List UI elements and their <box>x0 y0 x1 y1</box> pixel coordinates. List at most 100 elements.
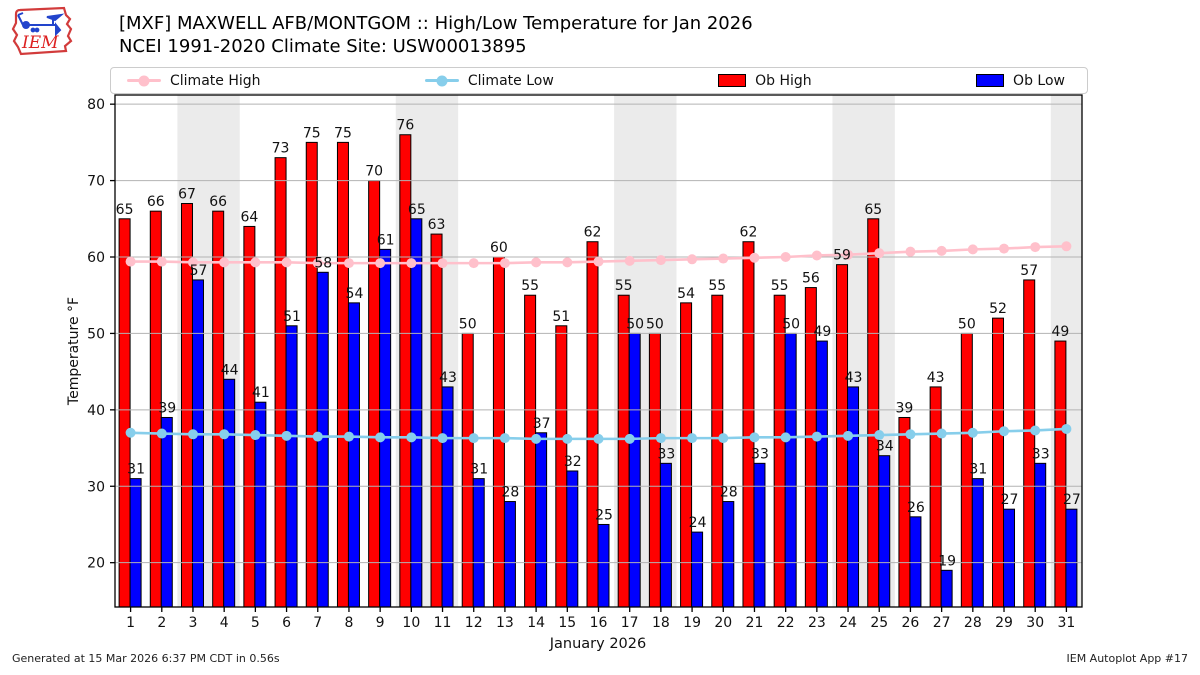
climate-high-marker <box>375 258 386 269</box>
ob-high-bar <box>524 294 537 608</box>
climate-high-marker <box>437 258 448 269</box>
climate-low-marker <box>343 431 354 442</box>
ob-low-bar <box>1065 508 1078 608</box>
ob-low-bar <box>971 478 984 608</box>
x-tick-label: 27 <box>933 615 951 631</box>
x-tick-label: 12 <box>465 615 483 631</box>
x-tick-label: 21 <box>746 615 764 631</box>
climate-low-marker <box>999 426 1010 437</box>
x-tick-label: 19 <box>683 615 701 631</box>
ob-low-bar <box>784 332 797 608</box>
ob-high-bar <box>336 141 349 608</box>
ob-low-value-label: 54 <box>346 286 364 302</box>
ob-high-value-label: 65 <box>116 202 134 218</box>
ob-low-bar <box>503 501 516 608</box>
ob-high-value-label: 49 <box>1051 324 1069 340</box>
ob-high-bar <box>305 141 318 608</box>
iem-logo: IEM <box>11 6 73 56</box>
ob-low-value-label: 27 <box>1063 492 1081 508</box>
app-credit: IEM Autoplot App #17 <box>1066 652 1189 665</box>
ob-low-value-label: 28 <box>720 485 738 501</box>
x-tick-label: 14 <box>527 615 545 631</box>
climate-low-marker <box>593 433 604 444</box>
ob-high-value-label: 55 <box>771 278 789 294</box>
ob-low-bar <box>223 378 236 608</box>
legend-label-ob-low: Ob Low <box>1013 72 1065 89</box>
ob-high-value-label: 57 <box>1020 263 1038 279</box>
climate-high-marker <box>687 254 698 265</box>
climate-high-line-icon <box>127 75 161 86</box>
climate-low-marker <box>219 429 230 440</box>
ob-low-value-label: 58 <box>314 255 332 271</box>
ob-high-value-label: 50 <box>459 316 477 332</box>
ob-high-bar <box>212 210 225 608</box>
climate-low-marker <box>406 432 417 443</box>
ob-high-value-label: 50 <box>958 316 976 332</box>
ob-high-value-label: 63 <box>428 217 446 233</box>
climate-low-marker <box>468 433 479 444</box>
ob-low-bar <box>160 416 173 608</box>
legend-item-climate-high: Climate High <box>127 73 261 89</box>
climate-low-marker <box>1061 423 1072 434</box>
climate-low-line-icon <box>424 75 459 86</box>
ob-high-value-label: 54 <box>677 286 695 302</box>
x-tick-label: 2 <box>157 615 166 631</box>
climate-high-marker <box>780 252 791 263</box>
x-tick-label: 3 <box>189 615 198 631</box>
ob-high-value-label: 59 <box>833 248 851 264</box>
ob-high-bar <box>430 233 443 608</box>
x-tick-label: 25 <box>870 615 888 631</box>
x-tick-label: 9 <box>376 615 385 631</box>
x-tick-label: 29 <box>995 615 1013 631</box>
climate-low-marker <box>905 429 916 440</box>
climate-high-marker <box>905 246 916 257</box>
climate-low-marker <box>437 433 448 444</box>
ob-high-value-label: 56 <box>802 271 820 287</box>
ob-low-value-label: 31 <box>470 462 488 478</box>
climate-high-marker <box>531 257 542 268</box>
ob-low-value-label: 50 <box>782 316 800 332</box>
ob-low-bar <box>129 478 142 608</box>
climate-high-marker <box>156 256 167 267</box>
climate-high-marker <box>718 253 729 264</box>
climate-high-marker <box>281 257 292 268</box>
climate-high-marker <box>999 243 1010 254</box>
ob-low-value-label: 61 <box>377 232 395 248</box>
climate-high-marker <box>125 256 136 267</box>
ob-low-bar <box>847 386 860 608</box>
ob-high-value-label: 73 <box>272 141 290 157</box>
ob-high-bar <box>711 294 724 608</box>
x-tick-label: 7 <box>313 615 322 631</box>
ob-high-value-label: 62 <box>740 225 758 241</box>
climate-low-marker <box>967 427 978 438</box>
ob-low-bar <box>410 218 423 608</box>
x-tick-label: 24 <box>839 615 857 631</box>
climate-low-marker <box>874 430 885 441</box>
climate-low-marker <box>281 430 292 441</box>
ob-high-bar <box>680 302 693 608</box>
ob-low-bar <box>940 569 953 608</box>
x-tick-label: 4 <box>220 615 229 631</box>
x-tick-label: 28 <box>964 615 982 631</box>
ob-high-bar <box>929 386 942 608</box>
ob-low-value-label: 50 <box>626 316 644 332</box>
climate-high-marker <box>749 252 760 263</box>
y-tick-label: 70 <box>87 174 105 190</box>
ob-low-value-label: 41 <box>252 385 270 401</box>
climate-high-marker <box>219 257 230 268</box>
ob-low-bar <box>628 332 641 608</box>
x-axis-label: January 2026 <box>549 636 646 652</box>
climate-low-marker <box>687 433 698 444</box>
climate-high-marker <box>593 256 604 267</box>
ob-high-value-label: 60 <box>490 240 508 256</box>
ob-high-value-label: 75 <box>303 125 321 141</box>
ob-low-bar <box>191 279 204 608</box>
ob-high-value-label: 66 <box>147 194 165 210</box>
ob-high-bar <box>1054 340 1067 608</box>
ob-high-bar <box>617 294 630 608</box>
ob-high-bar <box>274 157 287 608</box>
ob-low-value-label: 31 <box>969 462 987 478</box>
climate-high-marker <box>406 258 417 269</box>
ob-low-value-label: 19 <box>938 553 956 569</box>
ob-high-bar <box>586 241 599 608</box>
